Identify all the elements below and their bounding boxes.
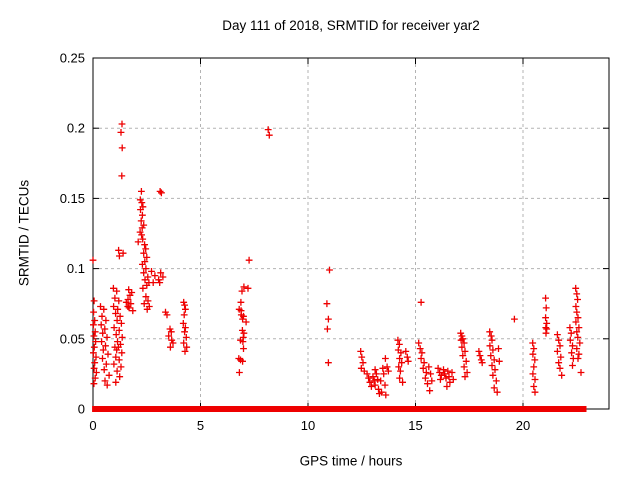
data-points [89,120,585,399]
zero-band-segment [149,406,172,412]
zero-band-segment [538,406,566,412]
x-axis-label: GPS time / hours [299,453,403,469]
zero-band-segment [312,406,324,412]
y-tick-label: 0.2 [67,121,85,136]
zero-band-segment [450,406,466,412]
zero-band-segment [274,406,281,412]
zero-band-segment [92,406,105,412]
x-tick-label: 5 [197,418,204,433]
zero-band-segment [563,406,587,412]
zero-band-segment [533,406,541,412]
chart-title: Day 111 of 2018, SRMTID for receiver yar… [222,18,480,33]
zero-band-segment [519,406,536,412]
zero-band-segment [512,406,521,412]
zero-band-segment [472,406,487,412]
y-tick-label: 0 [78,402,85,417]
zero-band-segment [370,406,394,412]
x-tick-label: 0 [89,418,96,433]
zero-band-segment [188,406,196,412]
zero-band-segment [122,406,151,412]
zero-band-segment [500,406,509,412]
y-tick-label: 0.15 [60,191,85,206]
zero-band-segment [169,406,191,412]
x-tick-label: 15 [408,418,422,433]
zero-band-segment [290,406,299,412]
zero-band-segment [278,406,289,412]
zero-band-segment [286,406,293,412]
zero-band-segment [330,406,348,412]
zero-band-segment [505,406,514,412]
zero-band-segment [107,406,124,412]
zero-band-segment [102,406,111,412]
zero-band-segment [243,406,253,412]
zero-band-segment [207,406,235,412]
zero-band-segment [413,406,421,412]
zero-band-segment [484,406,504,412]
zero-band-segment [192,406,202,412]
zero-band-segment [301,406,315,412]
zero-band-segment [232,406,246,412]
zero-band-segment [436,406,453,412]
x-tick-label: 20 [516,418,530,433]
y-tick-label: 0.25 [60,51,85,66]
zero-band-segment [251,406,271,412]
zero-band-segment [391,406,416,412]
zero-band-segment [199,406,210,412]
x-tick-label: 10 [301,418,315,433]
y-tick-label: 0.05 [60,331,85,346]
zero-band-segment [344,406,352,412]
y-tick-label: 0.1 [67,261,85,276]
zero-band-segment [463,406,475,412]
zero-band-segment [418,406,439,412]
zero-band-segment [296,406,305,412]
plot-border [92,57,610,410]
zero-band-segment [350,406,374,412]
zero-band-segment [267,406,276,412]
zero-band-segment [321,406,334,412]
